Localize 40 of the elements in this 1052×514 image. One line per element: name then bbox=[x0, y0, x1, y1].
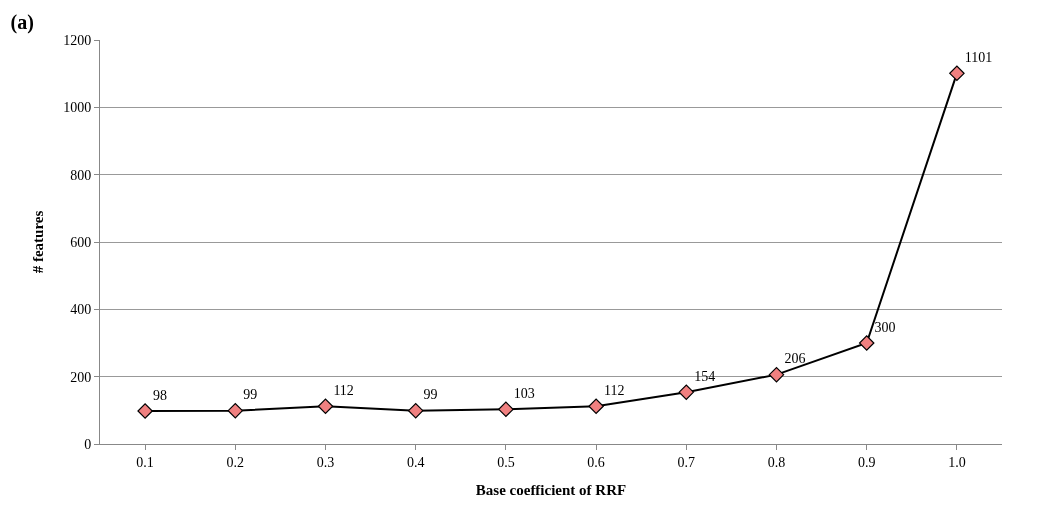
y-tick-label: 200 bbox=[70, 369, 92, 385]
point bbox=[137, 403, 153, 419]
data-label: 98 bbox=[152, 387, 167, 403]
x-tick-label: 0.5 bbox=[497, 454, 515, 470]
x-tick-label: 0.4 bbox=[406, 454, 425, 470]
point bbox=[678, 384, 695, 400]
chart-title: (a) bbox=[10, 11, 34, 35]
x-tick-label: 0.8 bbox=[767, 454, 786, 470]
y-tick-label: 800 bbox=[70, 167, 92, 183]
data-label: 112 bbox=[333, 382, 354, 398]
x-tick-label: 1.0 bbox=[948, 454, 966, 470]
point bbox=[317, 398, 334, 415]
x-tick-label: 0.6 bbox=[587, 454, 605, 470]
data-label: 1101 bbox=[964, 49, 993, 65]
x-tick-label: 0.9 bbox=[857, 454, 876, 470]
point bbox=[858, 335, 875, 351]
point bbox=[949, 65, 965, 82]
point bbox=[498, 401, 514, 418]
point bbox=[588, 398, 604, 415]
point bbox=[768, 366, 785, 383]
y-tick-label: 1200 bbox=[63, 32, 92, 48]
y-tick-label: 0 bbox=[84, 436, 92, 452]
y-tick-label: 400 bbox=[70, 302, 92, 318]
data-label: 154 bbox=[694, 368, 716, 384]
x-tick-label: 0.7 bbox=[677, 454, 696, 470]
data-label: 206 bbox=[784, 351, 806, 367]
y-tick-label: 1000 bbox=[63, 100, 92, 116]
data-label: 112 bbox=[603, 382, 625, 398]
data-label: 300 bbox=[874, 319, 896, 335]
x-tick-label: 0.3 bbox=[316, 454, 335, 470]
x-tick-label: 0.2 bbox=[226, 454, 245, 470]
y-axis-title: # features bbox=[30, 210, 47, 274]
point bbox=[407, 402, 424, 419]
data-label: 99 bbox=[243, 387, 258, 403]
x-tick-label: 0.1 bbox=[136, 454, 154, 470]
point bbox=[227, 402, 244, 419]
data-label: 103 bbox=[513, 385, 535, 401]
x-axis-title: Base coefficient of RRF bbox=[475, 481, 627, 498]
y-tick-label: 600 bbox=[70, 234, 92, 250]
data-label: 99 bbox=[423, 387, 438, 403]
